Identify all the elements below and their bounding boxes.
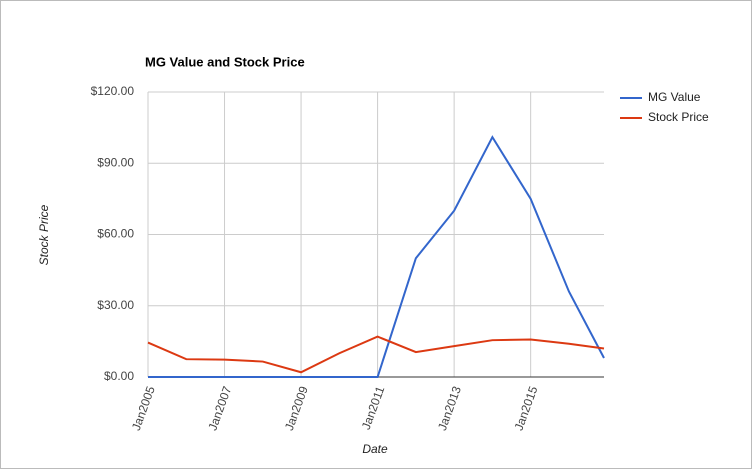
y-tick-label: $30.00 bbox=[97, 298, 134, 312]
y-tick-label: $0.00 bbox=[104, 369, 134, 383]
legend-label: MG Value bbox=[648, 90, 701, 104]
y-tick-label: $90.00 bbox=[97, 155, 134, 169]
y-tick-label: $60.00 bbox=[97, 227, 134, 241]
x-axis-label: Date bbox=[362, 442, 388, 456]
y-axis-label: Stock Price bbox=[37, 204, 51, 265]
legend-label: Stock Price bbox=[648, 110, 709, 124]
series-line bbox=[148, 135, 605, 378]
series-line bbox=[147, 335, 605, 374]
chart-title: MG Value and Stock Price bbox=[145, 54, 305, 69]
y-tick-label: $120.00 bbox=[91, 84, 135, 98]
